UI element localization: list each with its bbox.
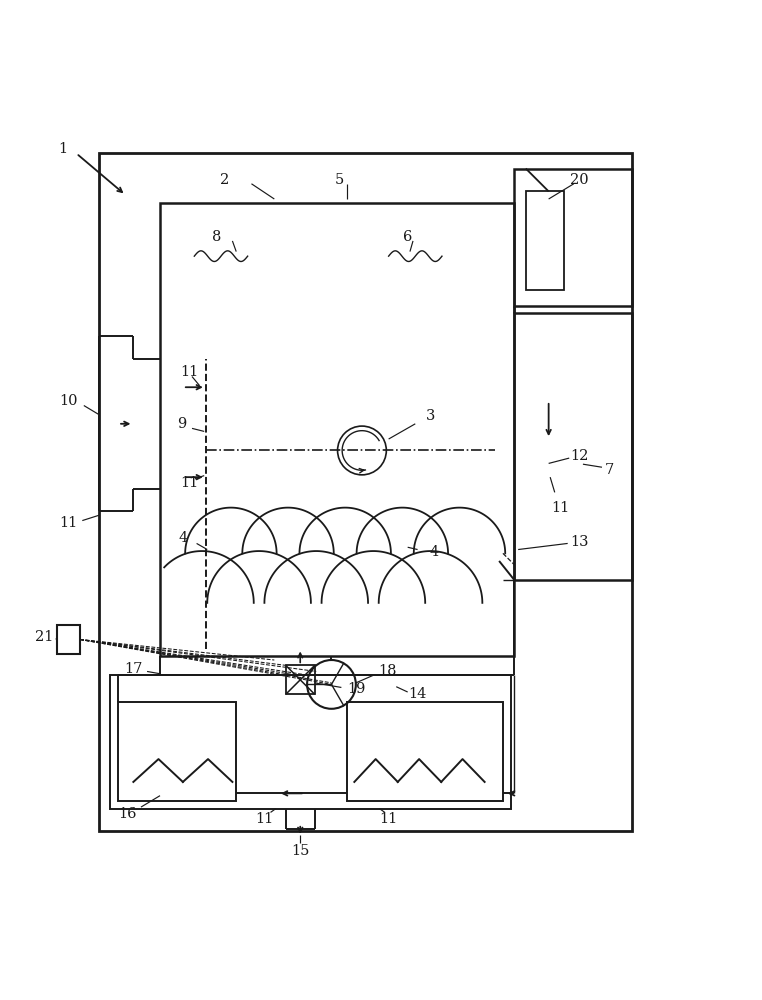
Text: 12: 12 [570, 449, 588, 463]
Text: 18: 18 [378, 664, 396, 678]
Text: 3: 3 [426, 409, 435, 423]
Text: 11: 11 [180, 476, 198, 490]
Text: 9: 9 [177, 417, 186, 431]
Text: 14: 14 [408, 687, 427, 701]
Text: 17: 17 [124, 662, 142, 676]
Text: 11: 11 [379, 812, 398, 826]
Text: 13: 13 [570, 535, 588, 549]
Text: 2: 2 [220, 173, 229, 187]
Text: 11: 11 [180, 365, 198, 379]
Bar [286, 665, 315, 694]
Bar [347, 702, 503, 801]
Bar [110, 675, 511, 809]
Bar [118, 702, 236, 801]
Bar [99, 153, 632, 831]
Text: 11: 11 [255, 812, 274, 826]
Text: 21: 21 [35, 630, 53, 644]
Text: 7: 7 [605, 463, 614, 477]
Text: 5: 5 [335, 173, 344, 187]
Text: 16: 16 [118, 807, 136, 821]
Text: 8: 8 [213, 230, 222, 244]
Bar [514, 169, 632, 306]
Text: 6: 6 [403, 230, 412, 244]
Text: 10: 10 [59, 394, 78, 408]
Bar [160, 203, 514, 656]
Bar [57, 625, 80, 654]
Text: 1: 1 [59, 142, 68, 156]
Text: 15: 15 [291, 844, 309, 858]
Text: 11: 11 [551, 501, 569, 515]
Text: 4: 4 [178, 531, 187, 545]
Text: 11: 11 [59, 516, 78, 530]
Bar [514, 313, 632, 580]
Bar [526, 191, 564, 290]
Text: 20: 20 [570, 173, 588, 187]
Text: 19: 19 [347, 682, 366, 696]
Text: 4: 4 [430, 545, 439, 559]
